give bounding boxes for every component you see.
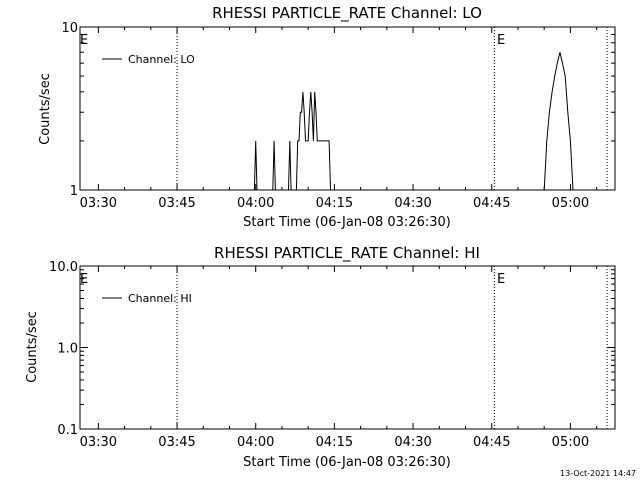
- chart-panel-lo: RHESSI PARTICLE_RATE Channel: LO Counts/…: [38, 4, 616, 230]
- annotation-e: E: [497, 33, 505, 48]
- y-axis-label: Counts/sec: [25, 311, 40, 383]
- x-tick-label: 04:00: [237, 196, 274, 211]
- chart-panel-hi: RHESSI PARTICLE_RATE Channel: HI Counts/…: [25, 244, 616, 470]
- y-tick-label: 1.0: [57, 342, 78, 357]
- footer-timestamp: 13-Oct-2021 14:47: [560, 469, 636, 478]
- x-tick-label: 04:15: [316, 196, 353, 211]
- x-axis-label: Start Time (06-Jan-08 03:26:30): [243, 455, 451, 470]
- x-tick-label: 05:00: [552, 435, 589, 450]
- y-tick-label: 10.0: [49, 260, 78, 275]
- legend-label: Channel: LO: [128, 53, 195, 66]
- y-tick-label: 10: [61, 21, 78, 36]
- x-tick-label: 03:45: [158, 196, 195, 211]
- x-tick-label: 04:30: [394, 196, 431, 211]
- y-tick-label: 0.1: [57, 423, 78, 438]
- x-tick-label: 04:15: [316, 435, 353, 450]
- chart-title: RHESSI PARTICLE_RATE Channel: HI: [214, 244, 480, 263]
- y-axis-label: Counts/sec: [38, 73, 53, 145]
- x-tick-label: 05:00: [552, 196, 589, 211]
- plot-frame: [79, 26, 616, 191]
- series-line: [253, 52, 574, 191]
- annotation-e: E: [80, 272, 88, 287]
- annotation-e: E: [497, 272, 505, 287]
- y-tick-label: 1: [70, 184, 78, 199]
- annotation-e: E: [80, 33, 88, 48]
- chart-title: RHESSI PARTICLE_RATE Channel: LO: [212, 4, 482, 23]
- legend-label: Channel: HI: [128, 292, 192, 305]
- x-tick-label: 03:30: [80, 435, 117, 450]
- x-tick-label: 03:30: [80, 196, 117, 211]
- x-tick-label: 04:30: [394, 435, 431, 450]
- x-tick-label: 04:00: [237, 435, 274, 450]
- x-tick-label: 04:45: [473, 196, 510, 211]
- x-tick-label: 04:45: [473, 435, 510, 450]
- plot-frame: [79, 265, 616, 430]
- x-axis-label: Start Time (06-Jan-08 03:26:30): [243, 215, 451, 230]
- x-tick-label: 03:45: [158, 435, 195, 450]
